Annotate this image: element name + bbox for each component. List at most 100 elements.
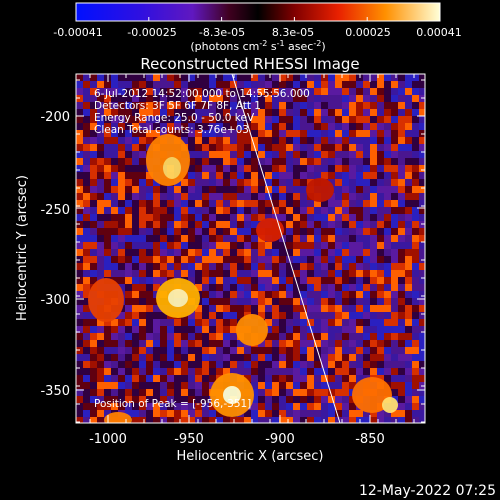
image-pixel	[286, 109, 293, 116]
image-pixel	[76, 186, 83, 193]
image-pixel	[97, 270, 104, 277]
image-pixel	[405, 312, 412, 319]
image-pixel	[237, 116, 244, 123]
image-pixel	[251, 284, 258, 291]
image-pixel	[209, 95, 216, 102]
image-pixel	[195, 88, 202, 95]
image-pixel	[258, 158, 265, 165]
image-pixel	[174, 95, 181, 102]
image-pixel	[139, 151, 146, 158]
image-pixel	[153, 207, 160, 214]
image-pixel	[76, 109, 83, 116]
image-pixel	[370, 249, 377, 256]
image-pixel	[181, 361, 188, 368]
image-pixel	[342, 214, 349, 221]
image-pixel	[349, 116, 356, 123]
image-pixel	[349, 109, 356, 116]
image-pixel	[328, 165, 335, 172]
image-pixel	[307, 242, 314, 249]
image-pixel	[349, 102, 356, 109]
image-pixel	[384, 207, 391, 214]
image-pixel	[160, 235, 167, 242]
image-pixel	[90, 228, 97, 235]
image-pixel	[377, 200, 384, 207]
image-pixel	[251, 263, 258, 270]
image-pixel	[398, 256, 405, 263]
image-pixel	[405, 319, 412, 326]
image-pixel	[244, 298, 251, 305]
image-pixel	[244, 361, 251, 368]
image-pixel	[202, 144, 209, 151]
image-pixel	[377, 333, 384, 340]
image-pixel	[104, 263, 111, 270]
image-pixel	[139, 263, 146, 270]
image-pixel	[314, 375, 321, 382]
image-pixel	[76, 228, 83, 235]
image-pixel	[405, 137, 412, 144]
image-pixel	[349, 179, 356, 186]
image-pixel	[125, 347, 132, 354]
image-pixel	[230, 249, 237, 256]
image-pixel	[307, 284, 314, 291]
image-pixel	[314, 305, 321, 312]
image-pixel	[370, 347, 377, 354]
image-pixel	[300, 249, 307, 256]
image-pixel	[237, 165, 244, 172]
image-pixel	[384, 347, 391, 354]
image-pixel	[405, 396, 412, 403]
image-pixel	[377, 151, 384, 158]
image-pixel	[321, 326, 328, 333]
image-pixel	[405, 214, 412, 221]
image-pixel	[146, 284, 153, 291]
image-pixel	[118, 396, 125, 403]
image-pixel	[153, 375, 160, 382]
image-pixel	[83, 214, 90, 221]
image-pixel	[188, 361, 195, 368]
image-pixel	[139, 144, 146, 151]
image-pixel	[111, 137, 118, 144]
image-pixel	[349, 172, 356, 179]
image-pixel	[167, 361, 174, 368]
image-pixel	[265, 74, 272, 81]
image-pixel	[363, 277, 370, 284]
image-pixel	[139, 417, 146, 423]
image-pixel	[349, 249, 356, 256]
image-pixel	[202, 403, 209, 410]
image-pixel	[160, 242, 167, 249]
image-pixel	[118, 74, 125, 81]
image-pixel	[83, 312, 90, 319]
image-pixel	[125, 270, 132, 277]
image-pixel	[370, 361, 377, 368]
image-pixel	[398, 333, 405, 340]
image-pixel	[307, 158, 314, 165]
image-pixel	[370, 130, 377, 137]
image-pixel	[132, 165, 139, 172]
image-pixel	[342, 263, 349, 270]
image-pixel	[398, 200, 405, 207]
image-pixel	[307, 347, 314, 354]
image-pixel	[349, 81, 356, 88]
image-pixel	[202, 179, 209, 186]
image-pixel	[244, 291, 251, 298]
image-pixel	[265, 193, 272, 200]
image-pixel	[293, 207, 300, 214]
image-pixel	[293, 319, 300, 326]
image-pixel	[202, 312, 209, 319]
image-pixel	[342, 410, 349, 417]
image-pixel	[139, 354, 146, 361]
image-pixel	[251, 305, 258, 312]
image-pixel	[76, 207, 83, 214]
image-pixel	[160, 263, 167, 270]
image-pixel	[377, 340, 384, 347]
colorbar-tick-label: 0.00025	[345, 26, 391, 39]
image-pixel	[328, 88, 335, 95]
image-pixel	[363, 109, 370, 116]
image-pixel	[321, 144, 328, 151]
image-pixel	[223, 340, 230, 347]
image-pixel	[363, 263, 370, 270]
image-pixel	[258, 88, 265, 95]
image-pixel	[230, 333, 237, 340]
image-pixel	[349, 319, 356, 326]
image-pixel	[104, 179, 111, 186]
image-pixel	[146, 242, 153, 249]
